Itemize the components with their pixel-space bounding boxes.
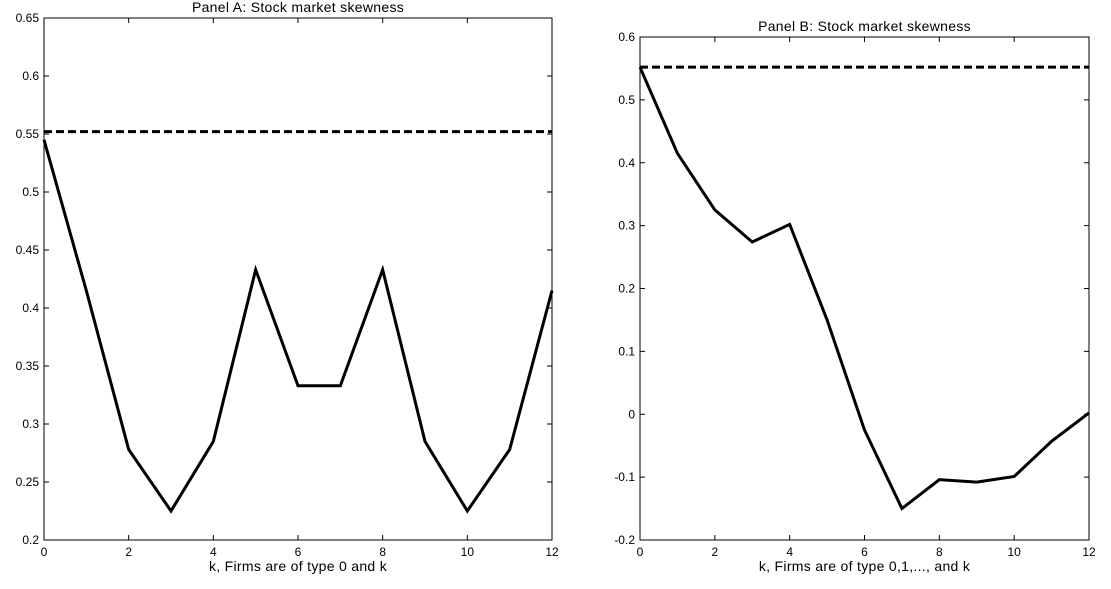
- chart-0-ytick-label: 0.25: [16, 475, 40, 489]
- chart-1-ytick-label: 0.1: [618, 344, 635, 358]
- panel-a-chart: 0 2 4 6 8 10 12 0.2 0.25 0.3 0.35 0.4 0.45 0.5 0.55 0.6…: [16, 0, 559, 574]
- chart-1-xtick-label: 8: [936, 545, 943, 559]
- chart-1-xtick-label: 2: [711, 545, 718, 559]
- chart-0-ytick-label: 0.65: [16, 11, 40, 25]
- chart-0-xtick-label: 0: [41, 545, 48, 559]
- chart-0-ytick-label: 0.55: [16, 127, 40, 141]
- chart-0-xtick-label: 8: [379, 545, 386, 559]
- panel-b-chart: 0 2 4 6 8 10 12 -0.2 -0.1 0 0.1 0.2 0.3 0.4 0.5 0.6 Pane…: [614, 18, 1096, 574]
- chart-1-ytick-label: 0.3: [618, 219, 635, 233]
- chart-1-plot-frame: [639, 36, 1090, 541]
- chart-1-ytick-label: 0.6: [618, 30, 635, 44]
- chart-1-xlabel: k, Firms are of type 0,1,..., and k: [759, 558, 971, 574]
- chart-1-xtick-label: 6: [861, 545, 868, 559]
- chart-0-ytick-label: 0.4: [22, 301, 39, 315]
- chart-0-ytick-label: 0.5: [22, 185, 39, 199]
- chart-0-ytick-label: 0.6: [22, 69, 39, 83]
- chart-0-plot-frame: [43, 17, 553, 541]
- chart-0-title: Panel A: Stock market skewness: [192, 0, 404, 15]
- chart-0-xtick-label: 12: [545, 545, 559, 559]
- chart-1-xtick-label: 10: [1007, 545, 1021, 559]
- chart-0-xtick-label: 6: [295, 545, 302, 559]
- chart-0-xtick-label: 2: [125, 545, 132, 559]
- chart-1-ytick-label: 0.5: [618, 93, 635, 107]
- chart-1-xtick-label: 12: [1082, 545, 1096, 559]
- chart-1-ytick-label: -0.2: [614, 533, 635, 547]
- chart-1-xtick-label: 0: [637, 545, 644, 559]
- chart-1-series-solid-line: [638, 66, 1090, 511]
- chart-0-xlabel: k, Firms are of type 0 and k: [209, 558, 388, 574]
- chart-0-xtick-label: 4: [210, 545, 217, 559]
- chart-0-ytick-label: 0.3: [22, 417, 39, 431]
- chart-1-ytick-label: 0.2: [618, 282, 635, 296]
- chart-0-ytick-label: 0.2: [22, 533, 39, 547]
- chart-1-ytick-label: 0: [628, 407, 635, 421]
- chart-0-series-solid-line: [42, 139, 554, 514]
- chart-0-xtick-label: 10: [461, 545, 475, 559]
- chart-1-ytick-label: -0.1: [614, 470, 635, 484]
- chart-1-xtick-label: 4: [786, 545, 793, 559]
- chart-0-ytick-label: 0.35: [16, 359, 40, 373]
- chart-1-title: Panel B: Stock market skewness: [758, 18, 971, 34]
- chart-0-ytick-label: 0.45: [16, 243, 40, 257]
- chart-1-ytick-label: 0.4: [618, 156, 635, 170]
